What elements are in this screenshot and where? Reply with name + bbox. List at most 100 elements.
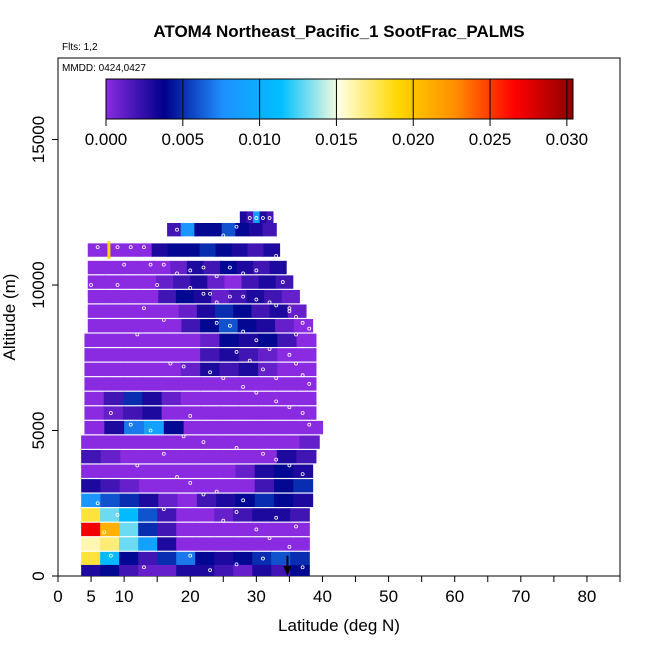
- heatmap-cell: [215, 243, 233, 257]
- heatmap-cell: [81, 522, 101, 537]
- heatmap-cell: [119, 243, 137, 257]
- heatmap-cell: [219, 362, 240, 377]
- heatmap-cell: [269, 304, 289, 318]
- heatmap-cell: [104, 420, 125, 435]
- heatmap-cell: [178, 449, 200, 464]
- heatmap-cell: [254, 464, 275, 478]
- heatmap-cell: [103, 391, 124, 406]
- heatmap-cell: [293, 493, 314, 508]
- sample-point: [287, 405, 292, 410]
- sample-point: [208, 568, 212, 573]
- sample-point: [228, 323, 232, 328]
- heatmap-cell: [161, 348, 182, 362]
- heatmap-cell: [200, 406, 221, 420]
- heatmap-cell: [123, 362, 143, 377]
- heatmap-cell: [180, 333, 201, 347]
- heatmap-cell: [119, 564, 139, 576]
- heatmap-cell: [277, 391, 298, 406]
- heatmap-cell: [195, 537, 215, 551]
- heatmap-cell: [105, 304, 125, 318]
- heatmap-cell: [293, 319, 314, 333]
- heatmap-cell: [253, 260, 271, 275]
- heatmap-cell: [156, 275, 174, 289]
- sample-point: [221, 233, 226, 238]
- y-tick-label: 0: [29, 571, 48, 580]
- heatmap-cell: [176, 508, 196, 522]
- sample-point: [115, 512, 120, 517]
- sample-point: [228, 294, 232, 299]
- heatmap-cell: [81, 564, 101, 576]
- heatmap-cell: [264, 289, 283, 304]
- heatmap-cell: [103, 333, 124, 347]
- heatmap-cell: [170, 260, 188, 275]
- sample-point: [188, 285, 193, 290]
- heatmap-cell: [163, 420, 185, 435]
- colorbar-tick-label: 0.015: [315, 130, 358, 149]
- colorbar-tick-label: 0.000: [85, 130, 128, 149]
- sample-point: [188, 414, 193, 418]
- heatmap-cell: [273, 493, 294, 508]
- heatmap-cell: [87, 319, 108, 333]
- heatmap-cell: [138, 537, 158, 551]
- heatmap-cell: [262, 223, 277, 237]
- sample-point: [234, 510, 239, 514]
- heatmap-cell: [252, 564, 272, 576]
- heatmap-cell: [84, 348, 105, 362]
- heatmap-cell: [233, 304, 252, 318]
- sample-point: [254, 268, 259, 273]
- heatmap-cell: [219, 333, 240, 347]
- sample-point: [300, 472, 305, 477]
- sample-point: [161, 318, 166, 322]
- heatmap-cell: [216, 464, 237, 478]
- arrow-marker-head: [283, 566, 292, 576]
- sample-point: [214, 300, 219, 305]
- heatmap-cell: [273, 479, 294, 493]
- sample-point: [175, 227, 179, 232]
- heatmap-cell: [103, 348, 124, 362]
- heatmap-cell: [271, 508, 291, 522]
- x-tick-label: 0: [53, 587, 62, 606]
- heatmap-cell: [236, 260, 254, 275]
- heatmap-cell: [183, 420, 205, 435]
- sample-point: [247, 216, 252, 220]
- heatmap-cell: [239, 435, 261, 449]
- heatmap-cell: [84, 406, 105, 420]
- heatmap-cell: [103, 362, 124, 377]
- heatmap-cell: [277, 348, 298, 362]
- heatmap-cell: [237, 449, 258, 464]
- sample-point: [161, 507, 166, 511]
- heatmap-cell: [186, 260, 205, 275]
- heatmap-cell: [223, 420, 244, 435]
- heatmap-cell: [177, 464, 198, 478]
- heatmap-cell: [247, 243, 265, 257]
- sample-point: [261, 216, 265, 220]
- heatmap-cell: [296, 449, 317, 464]
- sample-point: [168, 361, 173, 366]
- heatmap-cell: [243, 420, 264, 435]
- heatmap-cell: [142, 362, 163, 377]
- heatmap-cell: [228, 289, 248, 304]
- heatmap-cell: [259, 435, 281, 449]
- flights-label: Flts: 1,2: [62, 42, 98, 53]
- heatmap-cell: [200, 435, 221, 449]
- sample-point: [241, 329, 246, 334]
- heatmap-cell: [235, 223, 250, 237]
- heatmap-cell: [162, 319, 183, 333]
- heatmap-cell: [142, 377, 163, 391]
- heatmap-cell: [142, 304, 162, 318]
- heatmap-cell: [290, 537, 310, 551]
- sample-point: [201, 440, 206, 445]
- heatmap-cell: [84, 333, 105, 347]
- sample-point: [221, 518, 226, 523]
- sample-point: [267, 300, 272, 305]
- heatmap-cell: [258, 275, 277, 289]
- sample-point: [115, 283, 120, 287]
- heatmap-cell: [180, 435, 201, 449]
- heatmap-cell: [238, 348, 259, 362]
- heatmap-cell: [238, 333, 259, 347]
- heatmap-cell: [258, 333, 278, 347]
- heatmap-cell: [81, 508, 101, 522]
- sample-point: [135, 332, 140, 337]
- heatmap-cell: [103, 406, 124, 420]
- heatmap-cell: [219, 391, 240, 406]
